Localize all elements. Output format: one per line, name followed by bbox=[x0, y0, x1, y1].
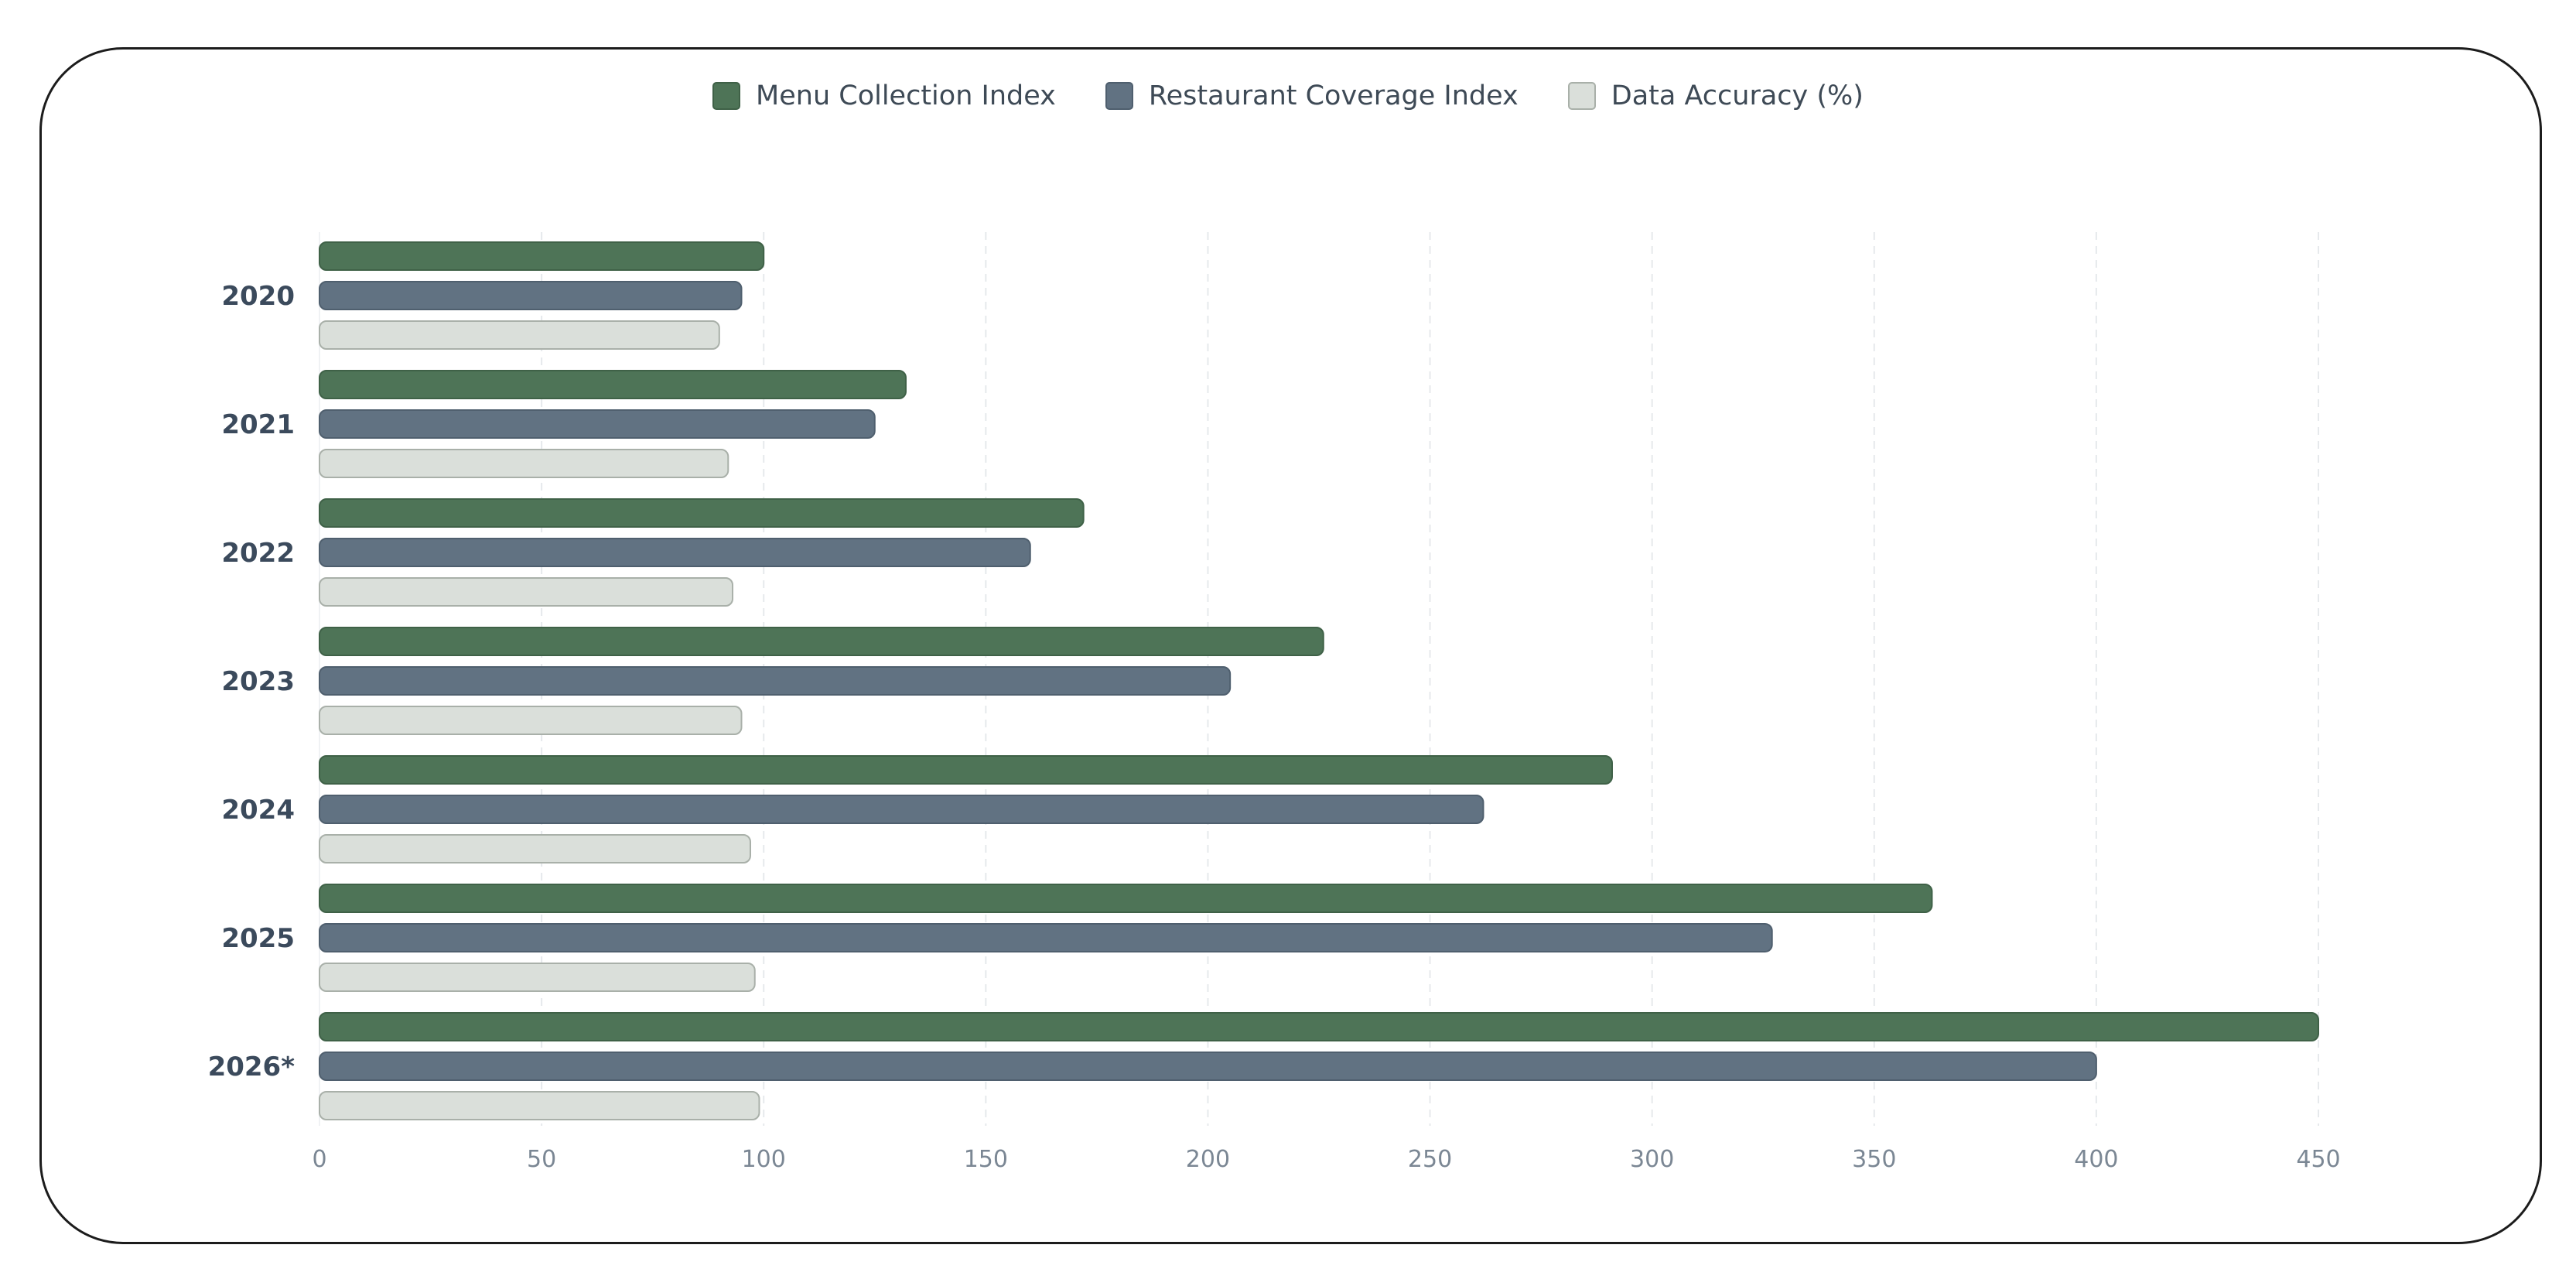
legend-label-data-accuracy: Data Accuracy (%) bbox=[1611, 80, 1864, 111]
bar-menu-collection-2022[interactable] bbox=[319, 498, 1085, 528]
legend-item-data-accuracy[interactable]: Data Accuracy (%) bbox=[1567, 80, 1864, 111]
y-category-label: 2022 bbox=[221, 538, 295, 569]
x-tick-label: 450 bbox=[2296, 1146, 2340, 1173]
bar-data-accuracy-2021[interactable] bbox=[319, 449, 729, 478]
bar-restaurant-coverage-2021[interactable] bbox=[319, 409, 876, 439]
y-category-label: 2020 bbox=[221, 281, 295, 312]
x-tick-label: 0 bbox=[312, 1146, 326, 1173]
x-tick-label: 300 bbox=[1630, 1146, 1674, 1173]
x-tick-label: 350 bbox=[1852, 1146, 1896, 1173]
bar-restaurant-coverage-2026[interactable] bbox=[319, 1052, 2097, 1081]
bar-menu-collection-2024[interactable] bbox=[319, 755, 1613, 785]
legend-item-menu-collection[interactable]: Menu Collection Index bbox=[712, 80, 1056, 111]
x-tick-label: 200 bbox=[1186, 1146, 1230, 1173]
y-category-label: 2023 bbox=[221, 666, 295, 697]
bar-data-accuracy-2023[interactable] bbox=[319, 706, 743, 735]
bars bbox=[319, 241, 2319, 1120]
bar-data-accuracy-2025[interactable] bbox=[319, 963, 756, 992]
bar-menu-collection-2021[interactable] bbox=[319, 370, 907, 399]
bar-menu-collection-2020[interactable] bbox=[319, 241, 765, 271]
bar-menu-collection-2026[interactable] bbox=[319, 1012, 2319, 1041]
bar-data-accuracy-2020[interactable] bbox=[319, 320, 720, 350]
x-tick-label: 150 bbox=[964, 1146, 1008, 1173]
bar-restaurant-coverage-2025[interactable] bbox=[319, 923, 1773, 952]
x-tick-label: 400 bbox=[2074, 1146, 2118, 1173]
x-tick-label: 50 bbox=[527, 1146, 556, 1173]
bar-restaurant-coverage-2020[interactable] bbox=[319, 281, 743, 310]
x-tick-label: 250 bbox=[1408, 1146, 1452, 1173]
legend-swatch-data-accuracy bbox=[1567, 82, 1596, 110]
legend-swatch-restaurant-coverage bbox=[1105, 82, 1133, 110]
y-category-label: 2021 bbox=[221, 409, 295, 440]
y-axis-labels: 2020 2021 2022 2023 2024 2025 2026* bbox=[208, 281, 296, 1082]
bar-data-accuracy-2022[interactable] bbox=[319, 577, 734, 607]
legend-label-menu-collection: Menu Collection Index bbox=[756, 80, 1056, 111]
bar-menu-collection-2023[interactable] bbox=[319, 627, 1324, 656]
bar-restaurant-coverage-2024[interactable] bbox=[319, 795, 1484, 824]
y-category-label: 2024 bbox=[221, 795, 295, 826]
legend-item-restaurant-coverage[interactable]: Restaurant Coverage Index bbox=[1105, 80, 1519, 111]
legend-swatch-menu-collection bbox=[712, 82, 741, 110]
y-category-label: 2026* bbox=[208, 1052, 296, 1082]
y-category-label: 2025 bbox=[221, 923, 295, 954]
bar-menu-collection-2025[interactable] bbox=[319, 884, 1933, 913]
x-axis-labels: 0 50 100 150 200 250 300 350 400 450 bbox=[312, 1146, 2340, 1173]
bar-restaurant-coverage-2023[interactable] bbox=[319, 666, 1232, 696]
bar-restaurant-coverage-2022[interactable] bbox=[319, 538, 1031, 567]
x-tick-label: 100 bbox=[742, 1146, 786, 1173]
legend: Menu Collection Index Restaurant Coverag… bbox=[0, 80, 2576, 111]
bar-data-accuracy-2026[interactable] bbox=[319, 1091, 760, 1120]
bar-data-accuracy-2024[interactable] bbox=[319, 834, 751, 863]
legend-label-restaurant-coverage: Restaurant Coverage Index bbox=[1148, 80, 1519, 111]
